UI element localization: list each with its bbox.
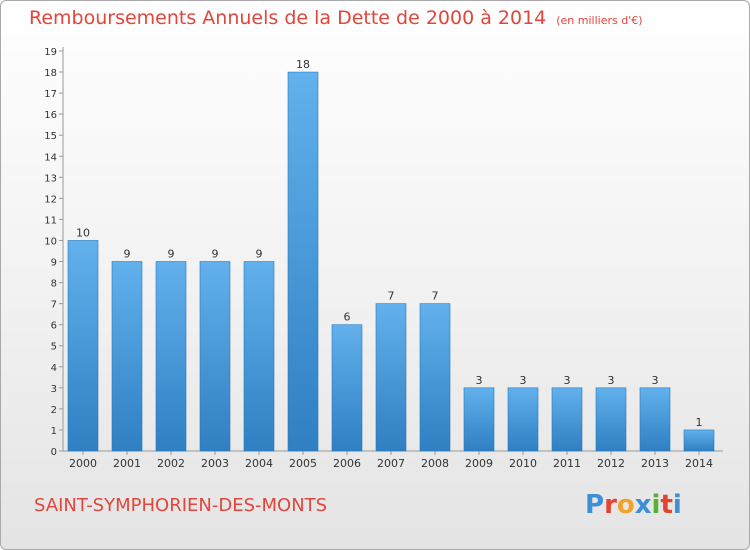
x-tick-label: 2012 <box>597 457 625 470</box>
bar <box>419 303 451 452</box>
chart-title: Remboursements Annuels de la Dette de 20… <box>29 7 643 29</box>
x-tick-label: 2006 <box>333 457 361 470</box>
logo-letter: x <box>634 490 652 520</box>
x-tick-label: 2009 <box>465 457 493 470</box>
bar <box>331 324 363 452</box>
bar <box>463 387 495 452</box>
bar-value-label: 9 <box>168 248 175 261</box>
bar <box>375 303 407 452</box>
y-tick-label: 1 <box>51 426 57 437</box>
bar-value-label: 18 <box>296 58 310 71</box>
y-tick-label: 5 <box>51 342 57 353</box>
bar-value-label: 7 <box>432 290 439 303</box>
bar-value-label: 6 <box>344 311 351 324</box>
x-tick-label: 2008 <box>421 457 449 470</box>
y-tick-label: 7 <box>51 300 57 311</box>
x-tick-label: 2014 <box>685 457 713 470</box>
bar-value-label: 9 <box>256 248 263 261</box>
y-tick-label: 15 <box>44 131 57 142</box>
logo-letter: i <box>651 490 661 520</box>
bar <box>639 387 671 452</box>
bar <box>507 387 539 452</box>
y-tick-label: 18 <box>44 68 57 79</box>
bar <box>551 387 583 452</box>
y-tick-label: 13 <box>44 173 57 184</box>
y-tick-label: 8 <box>51 279 57 290</box>
proxiti-logo: Proxiti <box>585 490 682 520</box>
y-tick-label: 14 <box>44 152 57 163</box>
logo-letter: t <box>660 490 673 520</box>
bar-value-label: 3 <box>564 374 571 387</box>
y-tick-label: 11 <box>44 215 57 226</box>
bar <box>287 71 319 452</box>
x-tick-label: 2013 <box>641 457 669 470</box>
bar-value-label: 7 <box>388 290 395 303</box>
x-tick-label: 2000 <box>69 457 97 470</box>
x-tick-label: 2001 <box>113 457 141 470</box>
chart-title-text: Remboursements Annuels de la Dette de 20… <box>29 7 547 29</box>
bar <box>683 429 715 452</box>
town-name: SAINT-SYMPHORIEN-DES-MONTS <box>34 495 328 516</box>
x-axis: 2000 2001 2002 2003 2004 2005 2006 2007 2008 2009… <box>63 450 723 470</box>
bar-value-label: 3 <box>520 374 527 387</box>
logo-letter: P <box>585 490 605 520</box>
y-tick-label: 0 <box>51 447 57 458</box>
y-tick-label: 17 <box>44 89 57 100</box>
x-tick-label: 2002 <box>157 457 185 470</box>
x-tick-label: 2003 <box>201 457 229 470</box>
bar <box>111 261 143 452</box>
y-tick-label: 16 <box>44 110 57 121</box>
bar-value-label: 3 <box>476 374 483 387</box>
bar-value-label: 3 <box>608 374 615 387</box>
y-tick-label: 6 <box>51 321 57 332</box>
bar-value-label: 9 <box>124 248 131 261</box>
x-tick-label: 2011 <box>553 457 581 470</box>
y-tick-label: 3 <box>51 384 57 395</box>
bar <box>199 261 231 452</box>
bars: 10 9 9 9 9 18 6 7 7 3 3 3 3 3 1 <box>67 58 715 452</box>
bar <box>243 261 275 452</box>
logo-letter: r <box>604 490 617 520</box>
y-tick-label: 2 <box>51 405 57 416</box>
y-tick-label: 12 <box>44 194 57 205</box>
x-tick-label: 2010 <box>509 457 537 470</box>
logo-letter: o <box>616 490 635 520</box>
bar-value-label: 9 <box>212 248 219 261</box>
bar-value-label: 1 <box>696 416 703 429</box>
bar-value-label: 10 <box>76 226 90 239</box>
x-tick-label: 2007 <box>377 457 405 470</box>
bar-value-label: 3 <box>652 374 659 387</box>
y-tick-label: 19 <box>44 47 57 58</box>
bar <box>155 261 187 452</box>
bar <box>595 387 627 452</box>
y-tick-label: 4 <box>51 363 57 374</box>
chart-unit-note: (en milliers d'€) <box>556 14 643 27</box>
logo-letter: i <box>672 490 682 520</box>
y-tick-label: 10 <box>44 236 57 247</box>
x-tick-label: 2005 <box>289 457 317 470</box>
x-tick-label: 2004 <box>245 457 273 470</box>
bar <box>67 240 99 452</box>
y-tick-label: 9 <box>51 258 57 269</box>
